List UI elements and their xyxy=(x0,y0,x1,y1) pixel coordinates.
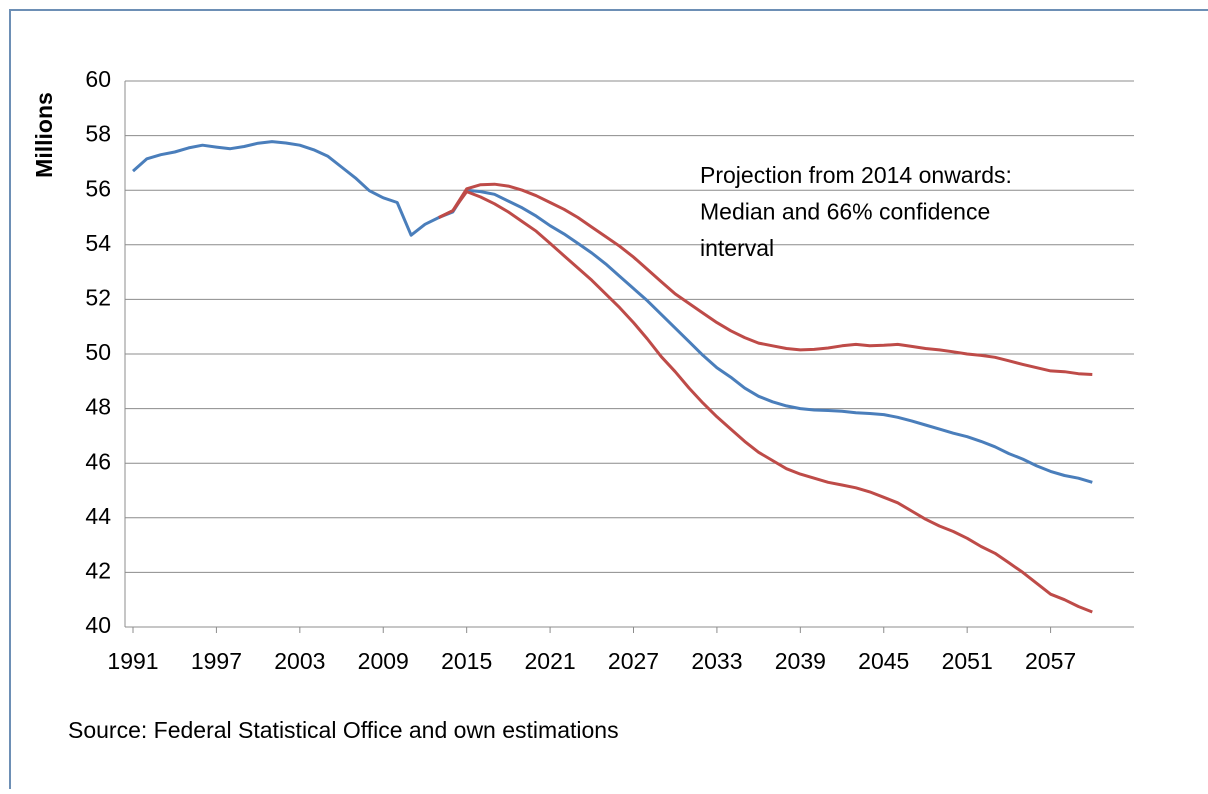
x-tick-label: 2057 xyxy=(1025,648,1076,674)
source: Source: Federal Statistical Office and o… xyxy=(68,717,619,743)
x-tick-label: 2009 xyxy=(358,648,409,674)
y-tick-label: 42 xyxy=(85,557,111,583)
x-tick-label: 2003 xyxy=(274,648,325,674)
y-tick-label: 52 xyxy=(85,284,111,310)
y-tick-label: 44 xyxy=(85,503,111,529)
annotation: interval xyxy=(700,235,774,261)
annotation: Projection from 2014 onwards: xyxy=(700,162,1012,188)
x-tick-label: 2045 xyxy=(858,648,909,674)
y-tick-label: 58 xyxy=(85,121,111,147)
x-tick-label: 1991 xyxy=(107,648,158,674)
series-line xyxy=(132,140,1093,484)
y-axis-label: Millions xyxy=(31,92,57,178)
y-tick-label: 46 xyxy=(85,448,111,474)
y-tick-label: 40 xyxy=(85,612,111,638)
x-tick-label: 2051 xyxy=(942,648,993,674)
series-line xyxy=(438,182,1093,376)
x-tick-label: 2033 xyxy=(691,648,742,674)
annotation: Median and 66% confidence xyxy=(700,199,990,225)
frame xyxy=(9,9,1208,789)
y-tick-label: 56 xyxy=(85,175,111,201)
y-tick-label: 60 xyxy=(85,66,111,92)
y-tick-label: 54 xyxy=(85,230,111,256)
series-line xyxy=(438,190,1093,614)
y-tick-label: 48 xyxy=(85,394,111,420)
x-tick-label: 2027 xyxy=(608,648,659,674)
x-tick-label: 2021 xyxy=(524,648,575,674)
x-tick-label: 2039 xyxy=(775,648,826,674)
x-tick-label: 2015 xyxy=(441,648,492,674)
x-tick-label: 1997 xyxy=(191,648,242,674)
y-tick-label: 50 xyxy=(85,339,111,365)
